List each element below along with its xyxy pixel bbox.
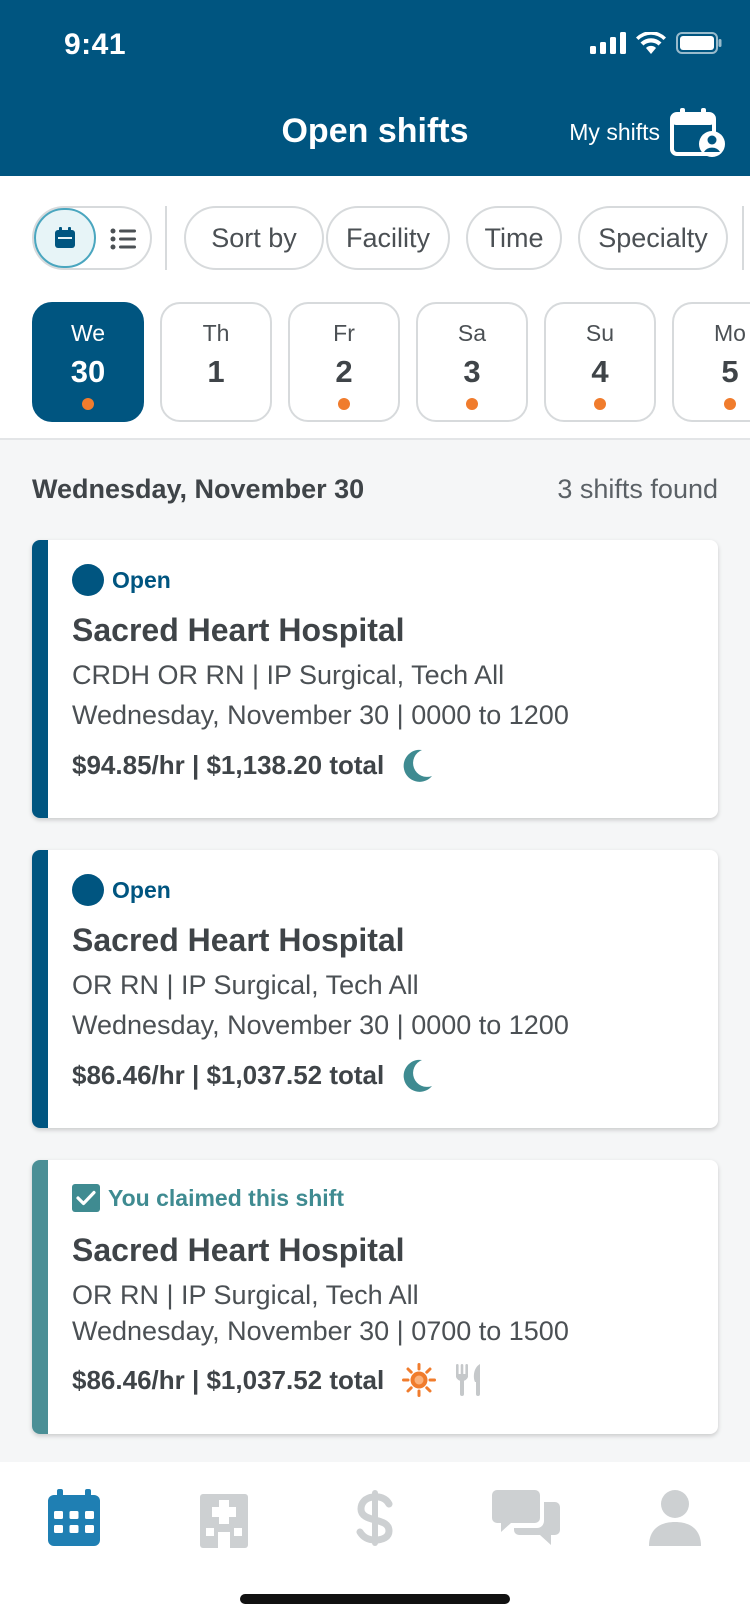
my-shifts-label: My shifts [569,118,660,145]
day-number: 1 [207,354,225,389]
pay-row: $86.46/hr | $1,037.52 total [72,1058,434,1092]
shift-pay: $86.46/hr | $1,037.52 total [72,1059,385,1090]
day-name: Sa [457,320,487,346]
hospital-icon [200,1494,248,1548]
day-we-30[interactable]: We 30 [32,302,144,422]
day-name: Mo [714,320,746,346]
status-time: 9:41 [64,28,127,61]
day-mo-5[interactable]: Mo 5 [672,302,750,422]
shift-role: CRDH OR RN | IP Surgical, Tech All [72,660,505,690]
day-fr-2[interactable]: Fr 2 [288,302,400,422]
divider [165,206,167,270]
moon-icon [403,1059,433,1092]
chat-icon [492,1490,560,1545]
shift-indicator-dot [594,398,606,410]
shift-indicator-dot [724,398,736,410]
shift-card-claimed[interactable]: You claimed this shift Sacred Heart Hosp… [32,1160,718,1434]
app-header: 9:41 Open shifts My shifts [0,0,750,176]
shift-card[interactable]: Open Sacred Heart Hospital OR RN | IP Su… [32,850,718,1128]
card-accent-bar [32,850,48,1128]
shift-role: OR RN | IP Surgical, Tech All [72,970,419,1000]
calendar-icon [48,1489,100,1546]
day-th-1[interactable]: Th 1 [160,302,272,422]
time-chip[interactable]: Time [466,206,562,270]
shift-time: Wednesday, November 30 | 0000 to 1200 [72,700,569,730]
hospital-name: Sacred Heart Hospital [72,612,405,648]
calendar-user-icon [670,108,725,157]
specialty-chip[interactable]: Specialty [578,206,728,270]
shift-role: OR RN | IP Surgical, Tech All [72,1280,419,1310]
home-indicator [240,1594,510,1604]
day-name: Th [202,320,230,346]
my-shifts-button[interactable]: My shifts [569,106,726,158]
moon-icon [403,749,433,782]
day-number: 3 [463,354,481,389]
dollar-icon [356,1490,393,1546]
page-title: Open shifts [281,112,469,150]
shift-indicator-dot [338,398,350,410]
battery-icon [676,32,722,54]
shift-status: You claimed this shift [72,1184,344,1212]
shift-indicator-dot [466,398,478,410]
view-toggle [32,206,152,270]
hospital-name: Sacred Heart Hospital [72,1232,405,1268]
status-label: You claimed this shift [108,1184,344,1211]
day-number: 5 [721,354,739,389]
open-status-icon [72,564,104,596]
status-icons [590,32,722,54]
checkbox-checked-icon [72,1184,100,1212]
day-number: 4 [591,354,609,389]
day-number: 30 [70,354,106,389]
tab-facilities[interactable] [192,1486,256,1550]
list-view-button[interactable] [106,222,140,256]
fork-knife-icon [456,1364,481,1396]
sun-icon [402,1363,437,1397]
shift-pay: $94.85/hr | $1,138.20 total [72,749,385,780]
shift-status: Open [72,564,171,596]
divider [742,206,744,270]
hospital-name: Sacred Heart Hospital [72,922,405,958]
shifts-found-count: 3 shifts found [557,474,718,504]
day-name: Su [585,320,615,346]
card-accent-bar [32,1160,48,1434]
calendar-icon [55,227,75,248]
shift-pay: $86.46/hr | $1,037.52 total [72,1364,385,1395]
day-name: Fr [333,320,355,346]
status-label: Open [112,876,171,903]
wifi-icon [636,32,666,54]
date-heading: Wednesday, November 30 [32,474,365,504]
status-label: Open [112,566,171,593]
filter-panel: Sort by Facility Time Specialty We 30 Th… [0,176,750,440]
shift-indicator-dot [82,398,94,410]
shift-time: Wednesday, November 30 | 0700 to 1500 [72,1316,569,1346]
tab-calendar[interactable] [42,1486,106,1550]
shift-card[interactable]: Open Sacred Heart Hospital CRDH OR RN | … [32,540,718,818]
shift-time: Wednesday, November 30 | 0000 to 1200 [72,1010,569,1040]
tab-payments[interactable] [343,1486,407,1550]
day-sa-3[interactable]: Sa 3 [416,302,528,422]
sort-by-chip[interactable]: Sort by [184,206,324,270]
signal-icon [590,32,626,54]
list-icon [110,228,136,250]
day-su-4[interactable]: Su 4 [544,302,656,422]
card-accent-bar [32,540,48,818]
facility-chip[interactable]: Facility [326,206,450,270]
tab-messages[interactable] [490,1486,562,1550]
tab-profile[interactable] [643,1486,707,1550]
pay-row: $94.85/hr | $1,138.20 total [72,748,434,782]
day-number: 2 [335,354,353,389]
calendar-view-button[interactable] [34,208,96,268]
open-status-icon [72,874,104,906]
profile-icon [649,1490,701,1546]
shift-status: Open [72,874,171,906]
day-name: We [70,320,106,346]
pay-row: $86.46/hr | $1,037.52 total [72,1362,484,1398]
